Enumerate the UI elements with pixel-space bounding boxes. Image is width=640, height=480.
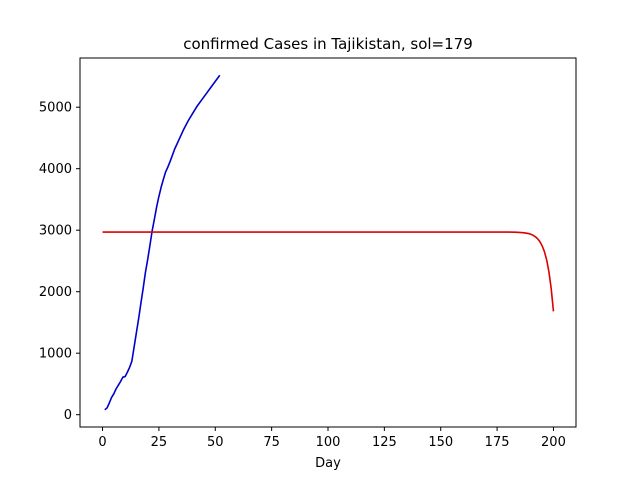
y-tick-label: 3000 — [39, 224, 72, 239]
y-tick-label: 0 — [64, 408, 72, 423]
x-tick-label: 0 — [98, 435, 106, 450]
series-line-2 — [102, 231, 555, 312]
x-tick-label: 125 — [372, 435, 397, 450]
x-tick-label: 25 — [151, 435, 168, 450]
y-axis-ticks: 0 1000 2000 3000 4000 5000 — [39, 101, 80, 423]
x-tick-label: 200 — [541, 435, 566, 450]
y-tick-label: 5000 — [39, 101, 72, 116]
x-tick-label: 175 — [485, 435, 510, 450]
y-tick-label: 4000 — [39, 162, 72, 177]
x-tick-label: 75 — [263, 435, 280, 450]
x-axis-label: Day — [315, 456, 341, 471]
y-tick-label: 2000 — [39, 285, 72, 300]
y-tick-label: 1000 — [39, 347, 72, 362]
series-layer — [102, 74, 555, 411]
plot-frame — [79, 57, 577, 428]
x-tick-label: 100 — [316, 435, 341, 450]
series-line-1 — [104, 74, 221, 411]
chart-title: confirmed Cases in Tajikistan, sol=179 — [183, 35, 473, 53]
x-tick-label: 50 — [207, 435, 224, 450]
x-axis-ticks: 0 25 50 75 100 125 150 175 200 — [98, 427, 566, 450]
x-tick-label: 150 — [428, 435, 453, 450]
